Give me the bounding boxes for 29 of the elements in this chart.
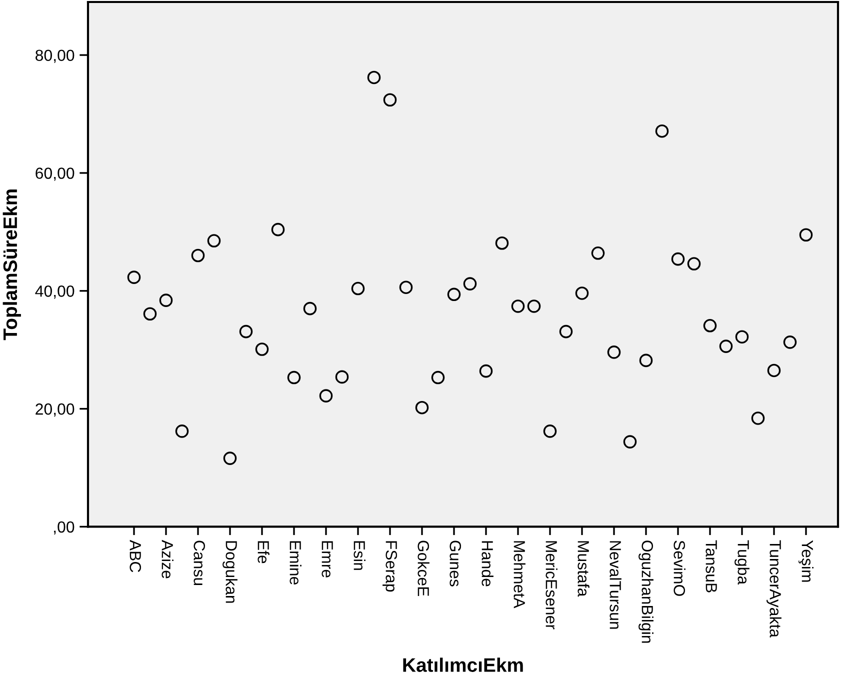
x-tick-label: Yeşim — [798, 540, 814, 582]
x-tick-label: Dogukan — [222, 541, 238, 603]
x-tick-label: Esin — [354, 541, 366, 570]
x-tick-label: MehmetA — [514, 541, 526, 608]
x-tick-label: Efe — [258, 541, 270, 564]
x-tick-label: SevimO — [674, 540, 686, 596]
x-tick-label: Emine — [290, 541, 302, 584]
y-tick-label: 20,00 — [36, 403, 74, 417]
x-tick-label: OguzhanBilgin — [638, 540, 654, 643]
x-tick-label: Gunes — [450, 540, 462, 586]
x-axis-title: KatılımcıEkm — [403, 658, 523, 672]
x-tick-label: MericEsener — [546, 541, 558, 630]
x-tick-label: TansuB — [706, 540, 717, 592]
y-axis-title: ToplamSüreEkm — [2, 190, 21, 340]
x-tick-label: Hande — [482, 541, 494, 586]
x-tick-label: Cansu — [194, 540, 206, 586]
x-tick-label: FSerap — [382, 541, 398, 592]
x-tick-label: TuncerAyakta — [766, 540, 782, 638]
x-tick-label: Mustafa — [578, 541, 590, 597]
x-tick-label: GokceE — [418, 540, 430, 596]
y-tick-label: 60,00 — [36, 168, 74, 181]
y-tick-label: 40,00 — [35, 286, 74, 299]
x-tick-label: Emre — [322, 541, 333, 578]
x-tick-label: NevalTursun — [610, 541, 622, 629]
x-tick-label: Tugba — [734, 540, 750, 585]
y-tick-label: 80,00 — [36, 50, 74, 63]
y-tick-label: ,00 — [54, 521, 74, 535]
x-tick-label: Azize — [162, 540, 174, 578]
x-tick-label: ABC — [130, 540, 142, 572]
